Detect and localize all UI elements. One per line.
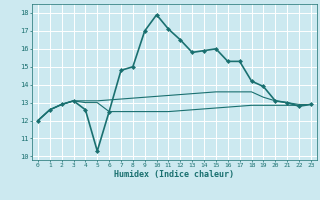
X-axis label: Humidex (Indice chaleur): Humidex (Indice chaleur) bbox=[115, 170, 234, 179]
